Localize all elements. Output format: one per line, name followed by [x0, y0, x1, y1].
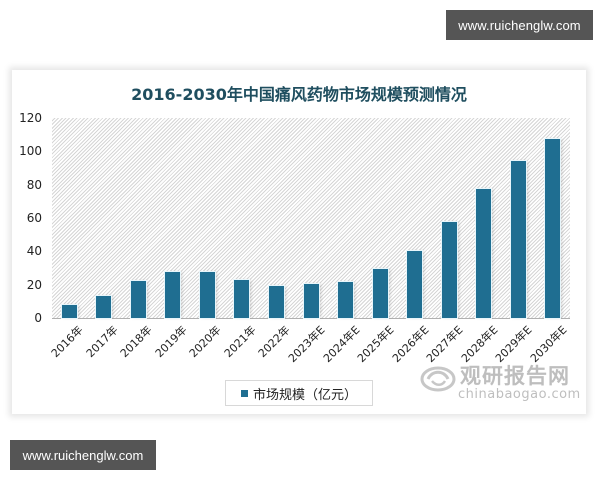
x-tick-label: 2023年E [285, 323, 328, 366]
y-tick-label: 40 [26, 244, 42, 259]
bar [96, 295, 112, 318]
x-tick-label: 2017年 [83, 323, 121, 361]
bar [61, 304, 77, 318]
bar [234, 279, 250, 318]
logo-cn-text: 观研报告网 [460, 364, 570, 388]
logo-en-text: chinabaogao.com [458, 387, 581, 402]
bar [268, 285, 284, 318]
y-tick-label: 0 [34, 311, 42, 325]
chart-card: 2016-2030年中国痛风药物市场规模预测情况 市场规模（亿元） 观研报告网 … [12, 70, 586, 414]
x-tick-label: 2016年 [49, 323, 86, 361]
bar [130, 280, 146, 318]
bar [510, 161, 526, 318]
swirl-logo-icon [420, 366, 456, 392]
x-tick-label: 2020年 [187, 323, 224, 361]
legend-swatch-icon [240, 389, 248, 397]
bar [338, 282, 354, 318]
bar [476, 188, 492, 318]
y-tick-label: 120 [19, 111, 42, 125]
x-tick-label: 2024年E [320, 323, 363, 366]
bar [165, 272, 181, 318]
watermark-bottom-text: www.ruichenglw.com [22, 447, 144, 463]
legend: 市场规模（亿元） [225, 380, 373, 406]
y-tick-label: 80 [26, 177, 42, 192]
watermark-bottom: www.ruichenglw.com [10, 440, 156, 470]
bar [545, 138, 561, 318]
plot-area [52, 118, 570, 319]
y-tick-label: 60 [26, 211, 42, 225]
bar [199, 272, 215, 318]
x-tick-label: 2025年E [354, 323, 397, 366]
y-tick-label: 20 [26, 277, 42, 292]
chinabaogao-logo: 观研报告网 chinabaogao.com [420, 360, 580, 406]
x-tick-label: 2019年 [152, 323, 190, 361]
bar [441, 222, 457, 318]
bar [372, 268, 388, 318]
bar [407, 251, 423, 318]
chart-title: 2016-2030年中国痛风药物市场规模预测情况 [131, 85, 467, 104]
bar [303, 283, 319, 318]
watermark-top-text: www.ruichenglw.com [458, 17, 581, 33]
x-tick-label: 2018年 [118, 323, 155, 361]
x-tick-label: 2021年 [221, 323, 259, 361]
legend-label: 市场规模（亿元） [252, 387, 357, 403]
y-tick-label: 100 [19, 144, 42, 159]
watermark-top: www.ruichenglw.com [446, 10, 593, 40]
